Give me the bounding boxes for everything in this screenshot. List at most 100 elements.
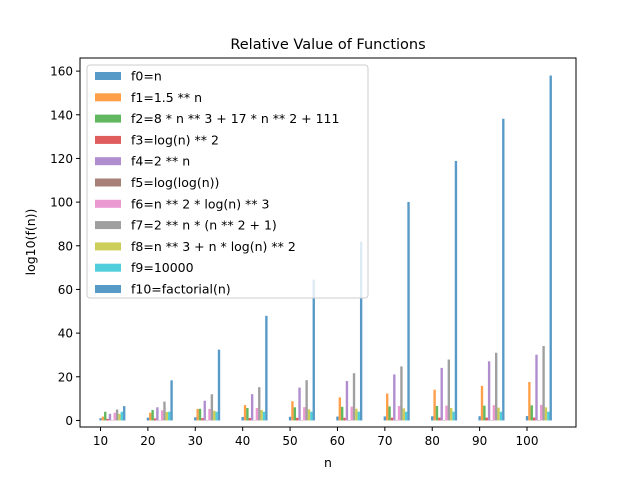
legend-swatch — [95, 93, 121, 102]
bar-f3-n60 — [343, 417, 346, 421]
bar-f6-n50 — [303, 407, 306, 421]
bar-f8-n70 — [402, 408, 405, 421]
bar-f1-n60 — [338, 397, 341, 421]
bar-f8-n100 — [544, 407, 548, 421]
y-tick-label: 80 — [58, 239, 73, 253]
bar-f8-n60 — [355, 408, 358, 421]
legend-swatch — [95, 242, 121, 251]
x-tick-label: 30 — [188, 434, 203, 448]
legend-label: f10=factorial(n) — [131, 282, 231, 297]
bar-f7-n40 — [258, 387, 261, 421]
legend-swatch — [95, 72, 121, 80]
x-tick-label: 50 — [282, 434, 297, 448]
bar-f3-n50 — [295, 417, 299, 421]
bar-f0-n60 — [336, 416, 339, 421]
bar-f6-n30 — [208, 408, 211, 421]
bar-f7-n60 — [352, 373, 356, 421]
x-tick-label: 60 — [330, 434, 345, 448]
bar-f2-n40 — [246, 407, 249, 421]
bar-f9-n40 — [262, 411, 266, 421]
bar-f2-n20 — [151, 409, 154, 421]
bar-f9-n10 — [120, 411, 124, 421]
bar-f7-n10 — [115, 409, 119, 421]
bar-f0-n100 — [525, 416, 529, 421]
bar-f9-n30 — [215, 411, 218, 421]
y-tick-label: 120 — [50, 152, 73, 166]
bar-f4-n60 — [345, 381, 349, 421]
bar-f9-n60 — [357, 411, 360, 421]
bar-f9-n20 — [168, 411, 171, 421]
bar-f3-n20 — [153, 418, 157, 421]
bar-f1-n10 — [101, 416, 105, 421]
bar-f3-n30 — [201, 418, 204, 421]
bar-f10-n30 — [217, 349, 221, 421]
legend-label: f8=n ** 3 + n * log(n) ** 2 — [131, 239, 296, 254]
bar-f4-n50 — [298, 387, 301, 421]
y-tick-label: 60 — [58, 283, 73, 297]
y-axis: 0 20 40 60 80 100 120 140 160 — [50, 65, 80, 428]
bar-f2-n60 — [341, 406, 344, 421]
bar-f8-n30 — [213, 410, 216, 421]
bar-f6-n20 — [160, 410, 164, 421]
legend: f0=n f1=1.5 ** n f2=8 * n ** 3 + 17 * n **… — [86, 64, 369, 299]
bar-f9-n90 — [499, 411, 503, 421]
bar-f6-n40 — [255, 407, 259, 421]
bar-f7-n80 — [447, 359, 450, 421]
bar-f4-n90 — [487, 361, 491, 421]
bar-f6-n70 — [397, 406, 401, 421]
bar-f2-n100 — [530, 405, 533, 421]
bar-f2-n70 — [388, 406, 391, 421]
chart-title: Relative Value of Functions — [230, 37, 425, 53]
x-tick-label: 100 — [516, 434, 539, 448]
bar-f4-n80 — [440, 367, 443, 421]
legend-swatch — [95, 157, 121, 166]
bar-f10-n60 — [359, 241, 363, 421]
bars-layer — [99, 75, 552, 421]
bar-f1-n20 — [149, 412, 152, 421]
bar-f6-n100 — [540, 404, 543, 421]
bar-f0-n20 — [146, 417, 150, 421]
x-axis-label: n — [324, 455, 332, 470]
bar-f10-n90 — [502, 118, 505, 421]
bar-f4-n100 — [535, 354, 538, 421]
bar-f4-n70 — [393, 374, 396, 421]
bar-f0-n30 — [194, 417, 197, 421]
bar-f4-n30 — [203, 400, 206, 421]
bar-f7-n50 — [305, 380, 308, 421]
bar-f0-n80 — [431, 416, 434, 421]
x-tick-label: 20 — [140, 434, 155, 448]
bar-f3-n10 — [106, 418, 109, 421]
bar-f7-n20 — [163, 401, 166, 421]
y-tick-label: 140 — [50, 108, 73, 122]
bar-f3-n80 — [438, 417, 441, 421]
bar-f6-n90 — [492, 405, 496, 421]
bar-f0-n70 — [383, 416, 387, 421]
bar-f7-n30 — [210, 394, 214, 421]
bar-f3-n40 — [248, 417, 251, 421]
bar-f1-n30 — [196, 408, 199, 421]
y-tick-label: 20 — [58, 370, 73, 384]
bar-f2-n50 — [293, 407, 296, 421]
bar-f4-n40 — [250, 394, 254, 421]
bar-f1-n80 — [433, 389, 436, 421]
bar-f4-n20 — [156, 407, 159, 421]
legend-label: f3=log(n) ** 2 — [131, 132, 219, 147]
bar-f9-n50 — [310, 411, 313, 421]
legend-label: f4=2 ** n — [131, 154, 190, 169]
bar-f9-n70 — [404, 411, 408, 421]
legend-swatch — [95, 135, 121, 144]
legend-label: f6=n ** 2 * log(n) ** 3 — [131, 196, 269, 211]
legend-label: f1=1.5 ** n — [131, 90, 202, 105]
legend-label: f9=10000 — [131, 260, 194, 275]
legend-label: f7=2 ** n * (n ** 2 + 1) — [131, 218, 277, 233]
legend-swatch — [95, 199, 121, 208]
legend-label: f2=8 * n ** 3 + 17 * n ** 2 + 111 — [131, 111, 339, 126]
bar-f7-n100 — [542, 345, 545, 421]
plot-frame — [79, 57, 577, 428]
bar-f2-n30 — [198, 408, 202, 421]
y-tick-label: 0 — [65, 414, 73, 428]
legend-swatch — [95, 285, 121, 293]
x-tick-label: 40 — [235, 434, 250, 448]
bar-f2-n10 — [104, 411, 107, 421]
bar-f1-n50 — [291, 401, 294, 421]
